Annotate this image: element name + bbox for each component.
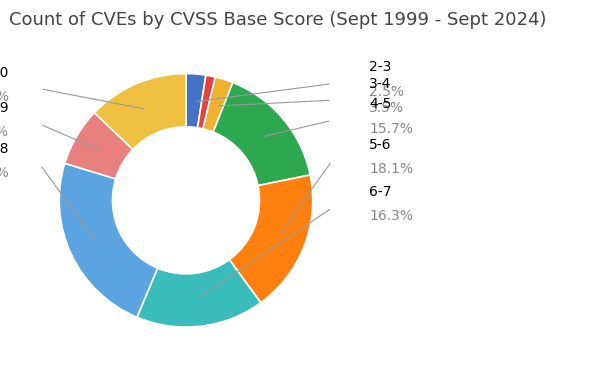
Wedge shape (59, 163, 158, 317)
Text: 15.7%: 15.7% (369, 122, 413, 135)
Text: Count of CVEs by CVSS Base Score (Sept 1999 - Sept 2024): Count of CVEs by CVSS Base Score (Sept 1… (9, 11, 547, 29)
Text: 6-7: 6-7 (369, 185, 392, 199)
Text: 12.8%: 12.8% (0, 90, 9, 104)
Wedge shape (137, 260, 261, 327)
Text: 23.3%: 23.3% (0, 166, 9, 180)
Wedge shape (65, 113, 133, 179)
Text: 16.3%: 16.3% (369, 209, 413, 223)
Text: 5-6: 5-6 (369, 138, 392, 152)
Wedge shape (203, 77, 233, 132)
Text: 7.4%: 7.4% (0, 125, 9, 139)
Wedge shape (229, 175, 313, 303)
Wedge shape (213, 83, 310, 186)
Text: 8-9: 8-9 (0, 101, 9, 115)
Text: 4-5: 4-5 (369, 97, 391, 111)
Wedge shape (186, 73, 206, 128)
Text: 9-10: 9-10 (0, 66, 9, 79)
Wedge shape (94, 73, 186, 150)
Text: 7-8: 7-8 (0, 142, 9, 155)
Wedge shape (197, 75, 215, 129)
Text: 3.5%: 3.5% (369, 101, 404, 115)
Text: 18.1%: 18.1% (369, 162, 413, 176)
Text: 2-3: 2-3 (369, 60, 391, 75)
Text: 2.5%: 2.5% (369, 85, 404, 99)
Text: 3-4: 3-4 (369, 77, 391, 91)
